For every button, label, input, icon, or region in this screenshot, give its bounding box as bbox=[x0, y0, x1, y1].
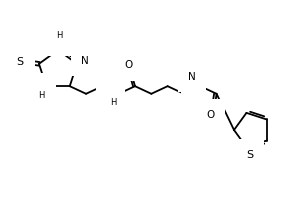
Text: S: S bbox=[246, 150, 253, 160]
Text: N: N bbox=[188, 72, 196, 82]
Text: H: H bbox=[110, 98, 117, 107]
Text: H: H bbox=[189, 78, 195, 87]
Text: H: H bbox=[38, 91, 44, 100]
Text: H: H bbox=[56, 30, 62, 40]
Text: O: O bbox=[124, 60, 132, 70]
Text: N: N bbox=[107, 92, 114, 102]
Text: N: N bbox=[81, 56, 89, 66]
Text: N: N bbox=[54, 36, 62, 46]
Text: S: S bbox=[16, 57, 23, 67]
Text: N: N bbox=[38, 83, 45, 93]
Text: O: O bbox=[206, 110, 215, 120]
